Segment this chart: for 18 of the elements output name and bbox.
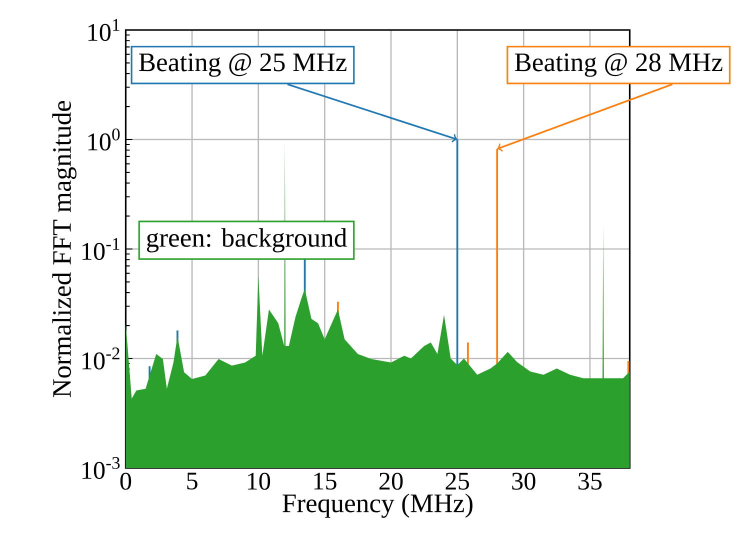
y-tick-label: 10$^{-3}$ (82, 457, 120, 479)
y-tick-label: 10$^{-1}$ (82, 238, 120, 260)
x-tick-label: 20 (379, 472, 403, 490)
y-tick-label: 10$^{0}$ (88, 128, 120, 151)
x-tick-label: 0 (120, 472, 132, 490)
annotation: Beating @ 28 MHz (514, 53, 722, 77)
x-tick-label: 30 (512, 472, 536, 490)
x-tick-label: 15 (314, 472, 336, 490)
y-axis-title: Normalized FFT magnitude (52, 101, 76, 398)
y-tick-label: 10$^{-2}$ (82, 348, 120, 370)
x-tick-label: 35 (578, 472, 602, 490)
x-tick-label: 5 (187, 472, 198, 490)
y-tick-label: 10$^{1}$ (88, 19, 120, 41)
x-tick-label: 10 (248, 472, 270, 490)
annotation: Beating @ 25 MHz (139, 53, 346, 77)
x-tick-label: 25 (446, 472, 469, 490)
x-axis-title: Frequency (MHz) (282, 494, 472, 518)
annotation: green: background (146, 228, 347, 252)
